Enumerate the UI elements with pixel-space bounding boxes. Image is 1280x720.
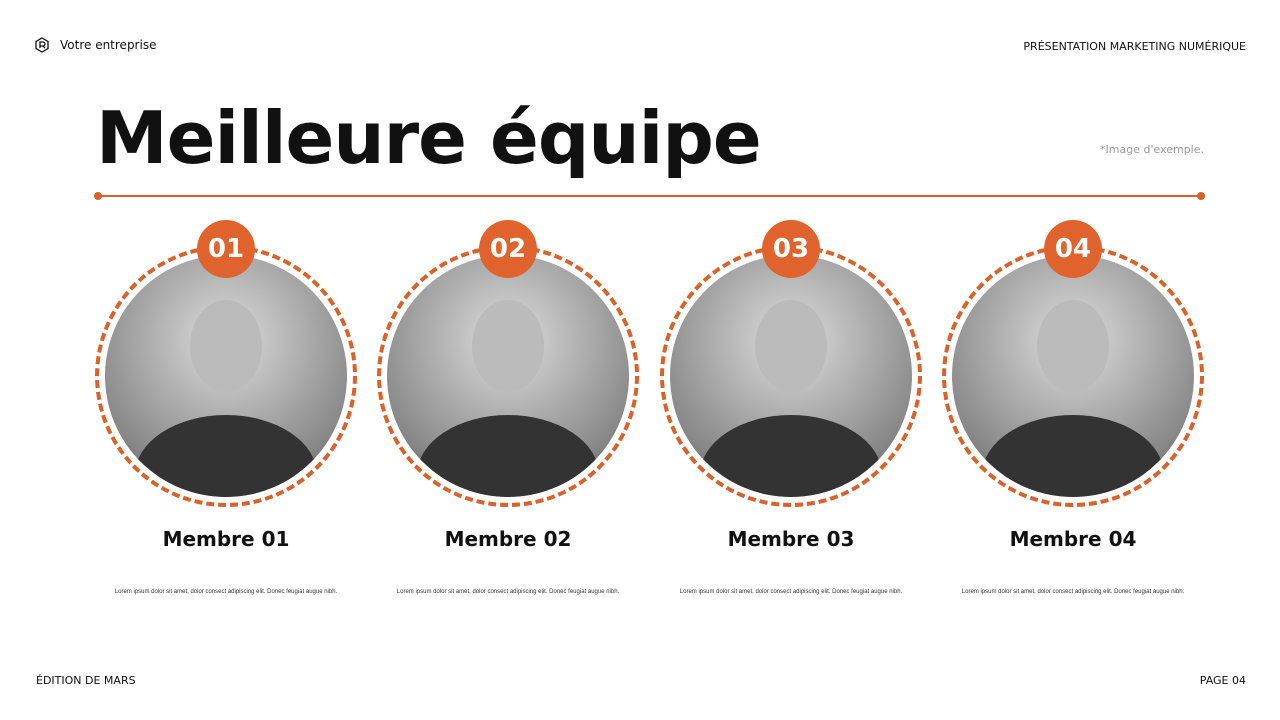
image-note: *Image d'exemple.	[1100, 143, 1204, 156]
page-title: Meilleure équipe	[96, 96, 762, 180]
team-member-card: 02 Membre 02 Lorem ipsum dolor sit amet,…	[373, 220, 643, 595]
divider-dot	[1197, 192, 1205, 200]
member-photo	[105, 255, 347, 497]
photo-ring: 02	[377, 220, 639, 507]
edition: ÉDITION DE MARS	[36, 674, 136, 687]
photo-ring: 04	[942, 220, 1204, 507]
member-name: Membre 04	[1009, 527, 1137, 551]
member-description: Lorem ipsum dolor sit amet, dolor consec…	[961, 589, 1185, 595]
member-name: Membre 02	[444, 527, 572, 551]
member-name: Membre 03	[727, 527, 855, 551]
member-photo	[952, 255, 1194, 497]
member-photo	[670, 255, 912, 497]
divider	[98, 195, 1202, 197]
team-member-card: 03 Membre 03 Lorem ipsum dolor sit amet,…	[656, 220, 926, 595]
brand: Votre entreprise	[34, 37, 156, 53]
team-member-card: 04 Membre 04 Lorem ipsum dolor sit amet,…	[938, 220, 1208, 595]
presentation-title: PRÉSENTATION MARKETING NUMÉRIQUE	[1023, 40, 1246, 53]
member-description: Lorem ipsum dolor sit amet, dolor consec…	[114, 589, 338, 595]
photo-ring: 03	[660, 220, 922, 507]
member-description: Lorem ipsum dolor sit amet, dolor consec…	[396, 589, 620, 595]
member-number-badge: 02	[479, 220, 537, 278]
member-number-badge: 01	[197, 220, 255, 278]
member-description: Lorem ipsum dolor sit amet, dolor consec…	[679, 589, 903, 595]
brand-name: Votre entreprise	[60, 38, 157, 52]
member-name: Membre 01	[162, 527, 290, 551]
member-number-badge: 03	[762, 220, 820, 278]
team-member-card: 01 Membre 01 Lorem ipsum dolor sit amet,…	[91, 220, 361, 595]
logo-icon	[35, 37, 49, 53]
page-number: PAGE 04	[1199, 674, 1246, 687]
member-number-badge: 04	[1044, 220, 1102, 278]
divider-dot	[94, 192, 102, 200]
member-photo	[387, 255, 629, 497]
photo-ring: 01	[95, 220, 357, 507]
